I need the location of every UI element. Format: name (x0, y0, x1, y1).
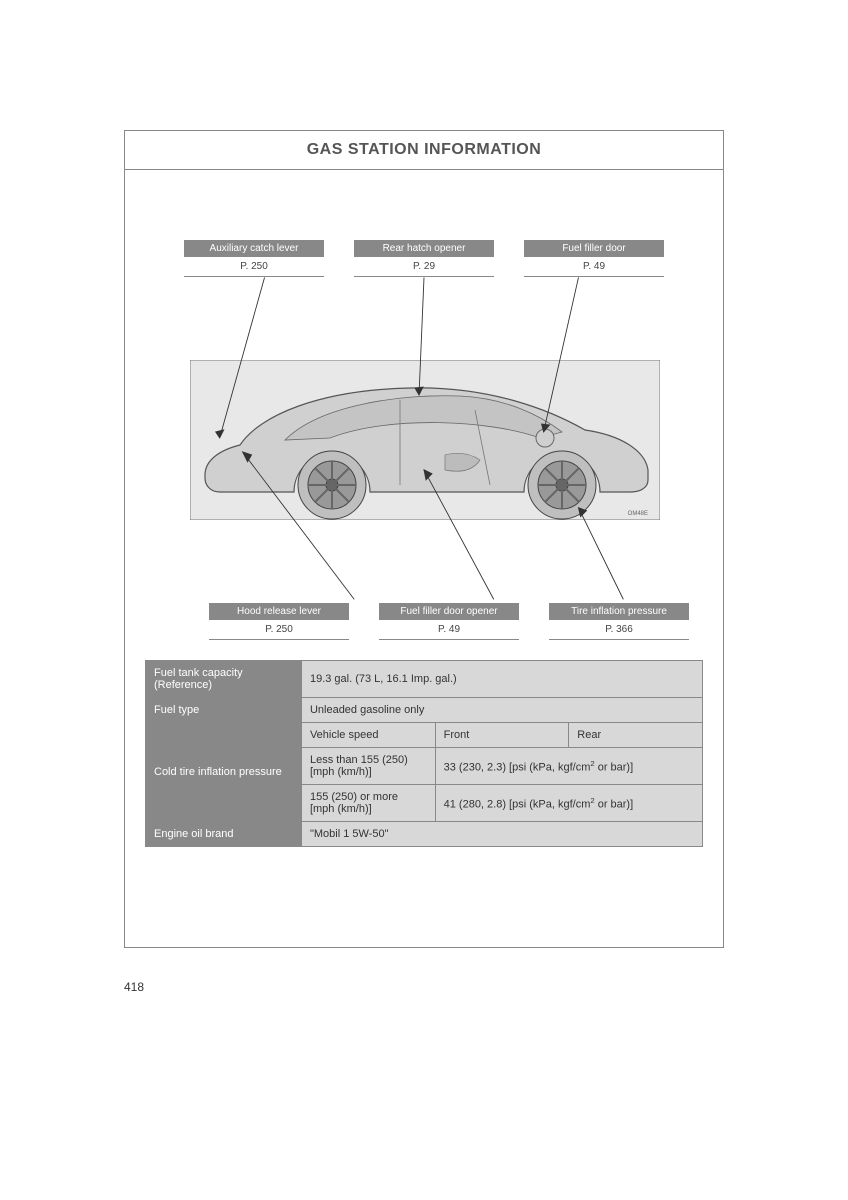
spec-table: Fuel tank capacity (Reference) 19.3 gal.… (145, 660, 703, 847)
callout-page: P. 250 (184, 257, 324, 277)
callout-rear-hatch: Rear hatch opener P. 29 (354, 240, 494, 277)
callout-page: P. 366 (549, 620, 689, 640)
callout-label: Auxiliary catch lever (184, 240, 324, 257)
diagram-area: Auxiliary catch lever P. 250 Rear hatch … (125, 170, 723, 660)
table-row: Fuel tank capacity (Reference) 19.3 gal.… (146, 661, 703, 698)
callout-fuel-door: Fuel filler door P. 49 (524, 240, 664, 277)
cell-cold-tire-label: Cold tire inflation pressure (146, 723, 302, 822)
cell-fuel-type-label: Fuel type (146, 698, 302, 723)
callout-page: P. 49 (379, 620, 519, 640)
callout-page: P. 29 (354, 257, 494, 277)
cell-oil-value: "Mobil 1 5W-50" (301, 822, 702, 847)
callout-label: Rear hatch opener (354, 240, 494, 257)
cell-pressure-2: 41 (280, 2.8) [psi (kPa, kgf/cm2 or bar)… (435, 785, 702, 822)
cell-col-speed: Vehicle speed (301, 723, 435, 748)
table-row: Fuel type Unleaded gasoline only (146, 698, 703, 723)
callout-page: P. 250 (209, 620, 349, 640)
callout-label: Fuel filler door (524, 240, 664, 257)
callout-tire-pressure: Tire inflation pressure P. 366 (549, 603, 689, 640)
car-svg: OM48E (190, 360, 660, 520)
cell-speed-2: 155 (250) or more[mph (km/h)] (301, 785, 435, 822)
cell-fuel-tank-label: Fuel tank capacity (Reference) (146, 661, 302, 698)
callout-label: Fuel filler door opener (379, 603, 519, 620)
cell-oil-label: Engine oil brand (146, 822, 302, 847)
page-frame: GAS STATION INFORMATION Auxiliary catch … (124, 130, 724, 948)
cell-speed-1: Less than 155 (250)[mph (km/h)] (301, 748, 435, 785)
callout-label: Tire inflation pressure (549, 603, 689, 620)
table-row: Engine oil brand "Mobil 1 5W-50" (146, 822, 703, 847)
callout-page: P. 49 (524, 257, 664, 277)
cell-col-rear: Rear (569, 723, 703, 748)
image-tag: OM48E (628, 511, 648, 517)
car-diagram: OM48E (190, 360, 660, 520)
table-row: Cold tire inflation pressure Vehicle spe… (146, 723, 703, 748)
callout-fuel-opener: Fuel filler door opener P. 49 (379, 603, 519, 640)
page-title: GAS STATION INFORMATION (125, 131, 723, 170)
cell-fuel-type-value: Unleaded gasoline only (301, 698, 702, 723)
cell-pressure-1: 33 (230, 2.3) [psi (kPa, kgf/cm2 or bar)… (435, 748, 702, 785)
cell-fuel-tank-value: 19.3 gal. (73 L, 16.1 Imp. gal.) (301, 661, 702, 698)
callouts-top: Auxiliary catch lever P. 250 Rear hatch … (125, 240, 723, 277)
callout-aux-catch: Auxiliary catch lever P. 250 (184, 240, 324, 277)
cell-col-front: Front (435, 723, 569, 748)
callout-hood-release: Hood release lever P. 250 (209, 603, 349, 640)
page-number: 418 (124, 980, 144, 994)
callouts-bottom: Hood release lever P. 250 Fuel filler do… (125, 603, 723, 640)
callout-label: Hood release lever (209, 603, 349, 620)
